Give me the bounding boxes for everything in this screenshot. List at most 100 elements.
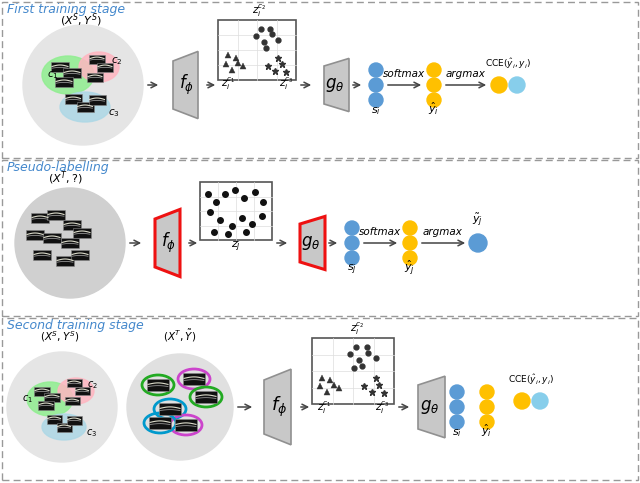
Text: Second training stage: Second training stage (7, 319, 144, 332)
Bar (61, 238, 79, 248)
Bar (44, 393, 60, 401)
Text: $\hat{y}_j$: $\hat{y}_j$ (404, 258, 415, 277)
Circle shape (345, 251, 359, 265)
Bar (47, 414, 61, 424)
Polygon shape (173, 51, 198, 119)
Circle shape (15, 188, 125, 298)
Bar (34, 386, 50, 396)
Bar (74, 387, 90, 395)
Bar (33, 250, 51, 260)
Bar (2, 160, 638, 316)
Text: $s_i$: $s_i$ (452, 427, 462, 439)
Text: $(X^T,\tilde{Y})$: $(X^T,\tilde{Y})$ (163, 327, 196, 343)
Text: $\mathrm{CCE}(\hat{y}_i,y_i)$: $\mathrm{CCE}(\hat{y}_i,y_i)$ (485, 57, 531, 71)
Polygon shape (264, 369, 291, 445)
Circle shape (345, 221, 359, 235)
Bar (183, 373, 205, 385)
Bar (97, 62, 113, 71)
Bar (312, 338, 394, 404)
Text: $g_\theta$: $g_\theta$ (325, 76, 345, 94)
Text: $c_3$: $c_3$ (86, 427, 97, 439)
Polygon shape (324, 58, 349, 112)
Text: $\tilde{y}_j$: $\tilde{y}_j$ (472, 211, 484, 229)
Text: $(X^S,Y^S)$: $(X^S,Y^S)$ (60, 11, 102, 29)
Text: $(X^S,Y^S)$: $(X^S,Y^S)$ (40, 329, 79, 343)
Circle shape (514, 393, 530, 409)
Text: Pseudo-labelling: Pseudo-labelling (7, 161, 109, 174)
Circle shape (403, 221, 417, 235)
Bar (87, 72, 103, 82)
Circle shape (427, 93, 441, 107)
Bar (175, 419, 197, 431)
Text: $c_2$: $c_2$ (111, 55, 122, 67)
Text: $z_i^{c_1}$: $z_i^{c_1}$ (221, 76, 236, 92)
Polygon shape (155, 210, 180, 277)
Polygon shape (300, 216, 325, 270)
Text: $c_1$: $c_1$ (47, 69, 59, 81)
Bar (71, 250, 89, 260)
Circle shape (480, 415, 494, 429)
Ellipse shape (60, 92, 110, 122)
Bar (218, 20, 296, 80)
Text: $s_j$: $s_j$ (347, 262, 357, 277)
Text: $s_i$: $s_i$ (371, 105, 381, 117)
Text: $z_i^{c_1}$: $z_i^{c_1}$ (317, 399, 332, 416)
Bar (56, 256, 74, 266)
Text: $z_i^{c_3}$: $z_i^{c_3}$ (278, 76, 293, 92)
Bar (89, 55, 105, 63)
Text: $z_i^{c_3}$: $z_i^{c_3}$ (374, 399, 389, 416)
Bar (77, 102, 93, 112)
Circle shape (23, 25, 143, 145)
Circle shape (127, 354, 233, 460)
Bar (63, 220, 81, 230)
Bar (55, 77, 73, 87)
Text: $z_j$: $z_j$ (231, 240, 241, 254)
Ellipse shape (27, 382, 73, 416)
Bar (67, 379, 81, 387)
Bar (67, 415, 81, 425)
Bar (195, 391, 217, 403)
Text: softmax: softmax (359, 227, 401, 237)
Text: $f_\phi$: $f_\phi$ (271, 395, 287, 419)
Text: $\hat{y}_i$: $\hat{y}_i$ (428, 100, 440, 117)
Bar (43, 233, 61, 243)
Text: $(X^T,?)$: $(X^T,?)$ (47, 170, 83, 187)
Ellipse shape (42, 56, 94, 94)
Bar (147, 379, 169, 391)
Bar (56, 423, 72, 431)
Text: $c_2$: $c_2$ (87, 379, 98, 391)
Text: $f_\phi$: $f_\phi$ (179, 73, 195, 97)
Bar (38, 400, 54, 410)
Circle shape (403, 251, 417, 265)
Circle shape (7, 352, 117, 462)
Circle shape (450, 400, 464, 414)
Circle shape (403, 236, 417, 250)
Text: argmax: argmax (446, 69, 486, 79)
Circle shape (450, 415, 464, 429)
Bar (63, 68, 81, 78)
Bar (149, 417, 171, 429)
Text: softmax: softmax (383, 69, 425, 79)
Circle shape (450, 385, 464, 399)
Bar (88, 95, 106, 105)
Text: $g_\theta$: $g_\theta$ (420, 398, 440, 416)
Bar (73, 228, 91, 238)
Bar (200, 182, 272, 240)
Ellipse shape (58, 378, 94, 404)
Circle shape (480, 385, 494, 399)
Text: $c_3$: $c_3$ (108, 107, 120, 119)
Polygon shape (418, 376, 445, 438)
Circle shape (369, 78, 383, 92)
Circle shape (369, 93, 383, 107)
Text: $\mathrm{CCE}(\hat{y}_i,y_i)$: $\mathrm{CCE}(\hat{y}_i,y_i)$ (508, 372, 554, 387)
Bar (51, 62, 69, 72)
Circle shape (532, 393, 548, 409)
Bar (26, 230, 44, 240)
Text: $f_\phi$: $f_\phi$ (161, 231, 177, 255)
Circle shape (491, 77, 507, 93)
Bar (65, 94, 81, 104)
Bar (159, 403, 181, 415)
Ellipse shape (79, 52, 119, 82)
Bar (47, 210, 65, 220)
Ellipse shape (42, 414, 86, 440)
